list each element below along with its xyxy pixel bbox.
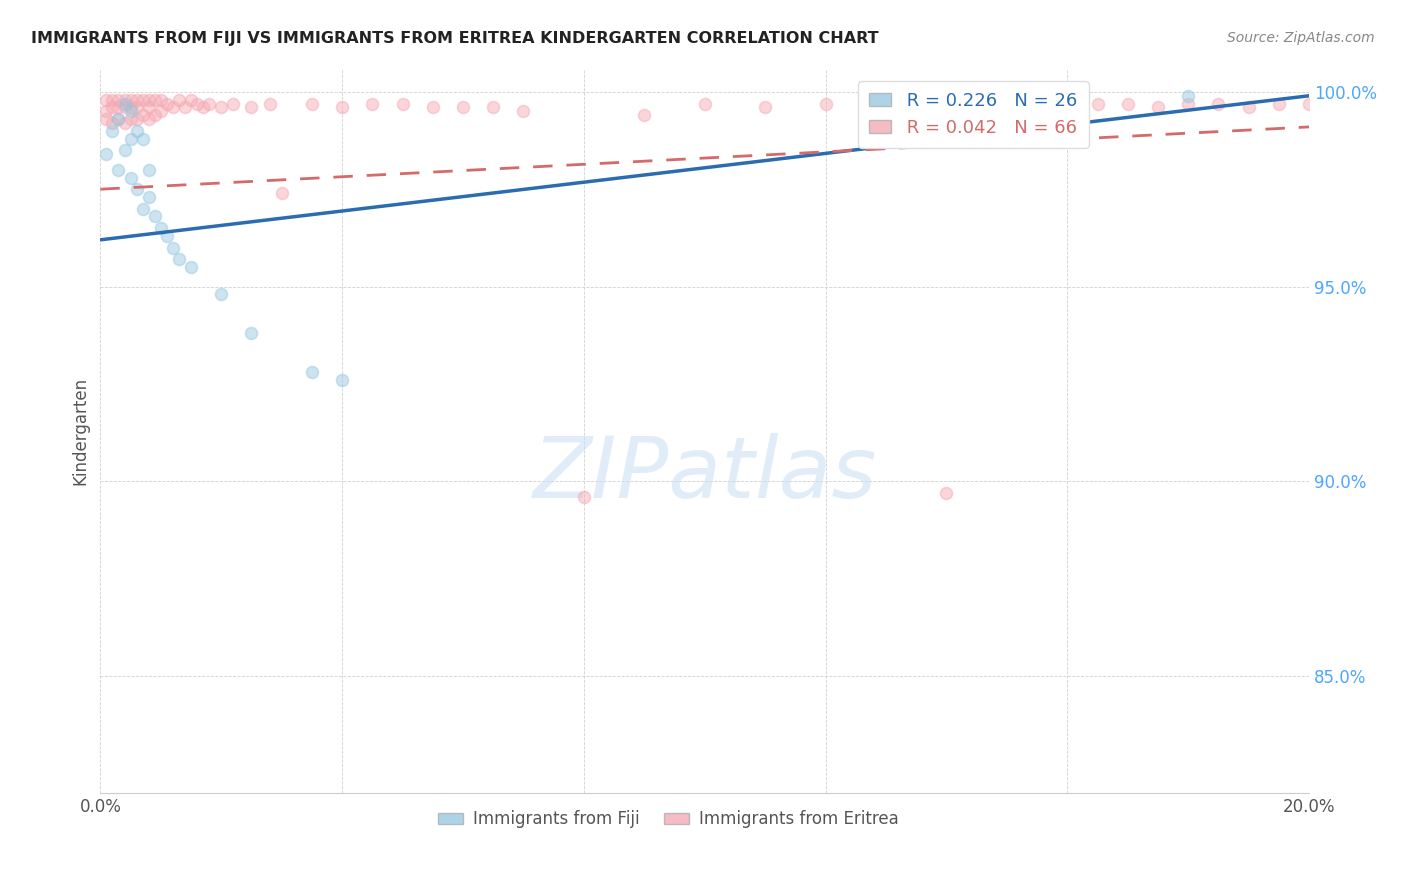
Y-axis label: Kindergarten: Kindergarten (72, 376, 89, 484)
Point (301, 365, 323, 379)
Point (131, 108, 153, 122)
Point (138, 162, 160, 177)
Point (1298, 96, 1320, 111)
Point (814, 96, 837, 111)
Point (361, 96, 384, 111)
Point (174, 100, 197, 114)
Point (875, 96, 897, 111)
Point (125, 124, 148, 138)
Point (149, 93, 172, 107)
Point (101, 100, 124, 114)
Point (512, 104, 534, 119)
Point (1208, 96, 1230, 111)
Point (125, 100, 148, 114)
Point (149, 104, 172, 119)
Point (101, 93, 124, 107)
Point (330, 373, 353, 387)
Point (482, 100, 505, 114)
Point (120, 131, 142, 145)
Point (96, 93, 118, 107)
Point (240, 326, 263, 341)
Point (107, 162, 129, 177)
Point (422, 100, 444, 114)
Point (125, 112, 148, 127)
Point (240, 100, 263, 114)
Point (301, 96, 323, 111)
Point (180, 260, 202, 274)
Point (114, 100, 136, 114)
Point (633, 108, 655, 122)
Text: IMMIGRANTS FROM FIJI VS IMMIGRANTS FROM ERITREA KINDERGARTEN CORRELATION CHART: IMMIGRANTS FROM FIJI VS IMMIGRANTS FROM … (31, 31, 879, 46)
Point (138, 190, 160, 204)
Point (180, 93, 202, 107)
Point (131, 131, 153, 145)
Point (1177, 88, 1199, 103)
Point (1087, 96, 1109, 111)
Point (149, 221, 172, 235)
Point (693, 96, 716, 111)
Point (138, 100, 160, 114)
Point (1268, 96, 1291, 111)
Point (451, 100, 474, 114)
Legend: Immigrants from Fiji, Immigrants from Eritrea: Immigrants from Fiji, Immigrants from Er… (432, 804, 905, 835)
Point (162, 100, 184, 114)
Point (107, 112, 129, 127)
Point (156, 96, 179, 111)
Point (138, 93, 160, 107)
Point (107, 93, 129, 107)
Point (120, 100, 142, 114)
Point (96, 104, 118, 119)
Point (330, 100, 353, 114)
Point (209, 287, 232, 301)
Text: Source: ZipAtlas.com: Source: ZipAtlas.com (1227, 31, 1375, 45)
Point (995, 96, 1018, 111)
Point (143, 210, 166, 224)
Point (1177, 96, 1199, 111)
Point (125, 93, 148, 107)
Point (114, 143, 136, 157)
Point (186, 96, 208, 111)
Point (138, 112, 160, 127)
Point (120, 112, 142, 127)
Point (101, 116, 124, 130)
Point (259, 96, 281, 111)
Point (107, 100, 129, 114)
Point (143, 108, 166, 122)
Point (143, 93, 166, 107)
Point (114, 93, 136, 107)
Point (1147, 100, 1170, 114)
Point (1056, 100, 1078, 114)
Point (101, 124, 124, 138)
Point (162, 241, 184, 255)
Point (209, 100, 232, 114)
Point (114, 116, 136, 130)
Point (167, 93, 190, 107)
Point (125, 182, 148, 196)
Point (1237, 100, 1260, 114)
Point (120, 104, 142, 119)
Point (120, 93, 142, 107)
Point (96, 147, 118, 161)
Point (96, 112, 118, 127)
Point (198, 96, 221, 111)
Point (114, 96, 136, 111)
Point (191, 100, 214, 114)
Point (156, 228, 179, 243)
Point (935, 486, 957, 500)
Point (270, 186, 292, 200)
Point (1026, 96, 1049, 111)
Point (222, 96, 245, 111)
Point (572, 490, 595, 504)
Point (131, 202, 153, 216)
Point (120, 170, 142, 185)
Point (1116, 96, 1139, 111)
Point (754, 100, 776, 114)
Point (131, 93, 153, 107)
Point (167, 252, 190, 267)
Point (391, 96, 413, 111)
Point (107, 112, 129, 127)
Text: ZIPatlas: ZIPatlas (533, 433, 877, 516)
